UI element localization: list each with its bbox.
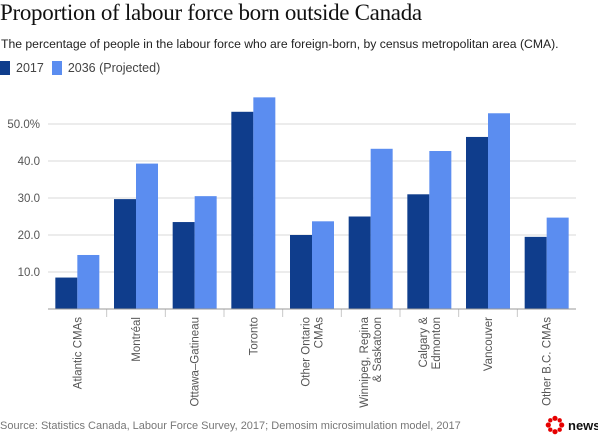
x-tick-label: Other Ontario CMAs xyxy=(301,317,326,387)
bar-2036[interactable] xyxy=(312,221,334,309)
bar-2036[interactable] xyxy=(546,217,569,309)
bar-2036[interactable] xyxy=(488,113,510,310)
bar-2036[interactable] xyxy=(194,196,217,309)
bar-2017[interactable] xyxy=(407,194,430,309)
bar-2017[interactable] xyxy=(466,136,488,309)
legend-label-2017: 2017 xyxy=(16,61,44,75)
legend-swatch-2036 xyxy=(51,61,62,75)
bar-2017[interactable] xyxy=(524,236,547,309)
legend-swatch-2017 xyxy=(0,61,10,75)
bar-2017[interactable] xyxy=(348,216,371,310)
bar-2036[interactable] xyxy=(253,97,276,309)
x-tick-label: Vancouver xyxy=(483,317,495,371)
legend-item-2017[interactable]: 2017 xyxy=(0,61,44,75)
x-tick-label: Ottawa–Gatineau xyxy=(190,317,202,407)
bar-2017[interactable] xyxy=(172,222,195,309)
svg-text:& Saskatoon: & Saskatoon xyxy=(372,317,384,382)
y-tick-label: 30.0 xyxy=(18,193,40,205)
chart-title: Proportion of labour force born outside … xyxy=(0,0,422,25)
logo-wordmark: news xyxy=(568,417,598,433)
chart-subtitle: The percentage of people in the labour f… xyxy=(1,37,559,51)
x-tick-label: Montréal xyxy=(131,317,143,362)
bar-2017[interactable] xyxy=(231,111,254,309)
bar-2017[interactable] xyxy=(290,235,312,309)
x-tick-label: Winnipeg, Regina & Saskatoon xyxy=(359,316,384,407)
y-tick-label: 40.0 xyxy=(18,156,40,168)
legend-item-2036[interactable]: 2036 (Projected) xyxy=(51,61,161,75)
svg-text:Ottawa–Gatineau: Ottawa–Gatineau xyxy=(190,317,202,407)
svg-text:Calgary &: Calgary & xyxy=(418,317,430,368)
y-tick-label: 20.0 xyxy=(18,230,40,242)
cbc-news-logo: news xyxy=(545,415,598,435)
cbc-gem-icon xyxy=(545,415,565,435)
source-note: Source: Statistics Canada, Labour Force … xyxy=(0,420,461,432)
bar-2036[interactable] xyxy=(77,254,100,309)
bar-2036[interactable] xyxy=(370,148,393,309)
legend-label-2036: 2036 (Projected) xyxy=(67,61,161,75)
bar-2017[interactable] xyxy=(114,199,136,309)
svg-text:Montréal: Montréal xyxy=(131,317,143,362)
svg-text:Winnipeg, Regina: Winnipeg, Regina xyxy=(359,316,371,407)
svg-text:Other B.C. CMAs: Other B.C. CMAs xyxy=(542,317,554,406)
bar-2036[interactable] xyxy=(136,163,158,309)
bar-2036[interactable] xyxy=(429,151,452,309)
svg-text:Edmonton: Edmonton xyxy=(431,317,443,369)
svg-text:Other Ontario: Other Ontario xyxy=(301,317,313,387)
svg-text:Toronto: Toronto xyxy=(248,317,260,355)
svg-text:CMAs: CMAs xyxy=(314,317,326,349)
x-tick-label: Calgary & Edmonton xyxy=(418,317,443,370)
x-tick-label: Atlantic CMAs xyxy=(72,317,84,389)
y-tick-label: 50.0% xyxy=(7,119,40,131)
legend: 2017 2036 (Projected) xyxy=(0,61,168,75)
x-tick-label: Toronto xyxy=(248,317,260,355)
y-tick-label: 10.0 xyxy=(18,267,40,279)
x-tick-label: Other B.C. CMAs xyxy=(542,317,554,406)
bar-2017[interactable] xyxy=(55,277,78,309)
svg-text:Vancouver: Vancouver xyxy=(483,317,495,371)
svg-text:Atlantic CMAs: Atlantic CMAs xyxy=(72,317,84,389)
